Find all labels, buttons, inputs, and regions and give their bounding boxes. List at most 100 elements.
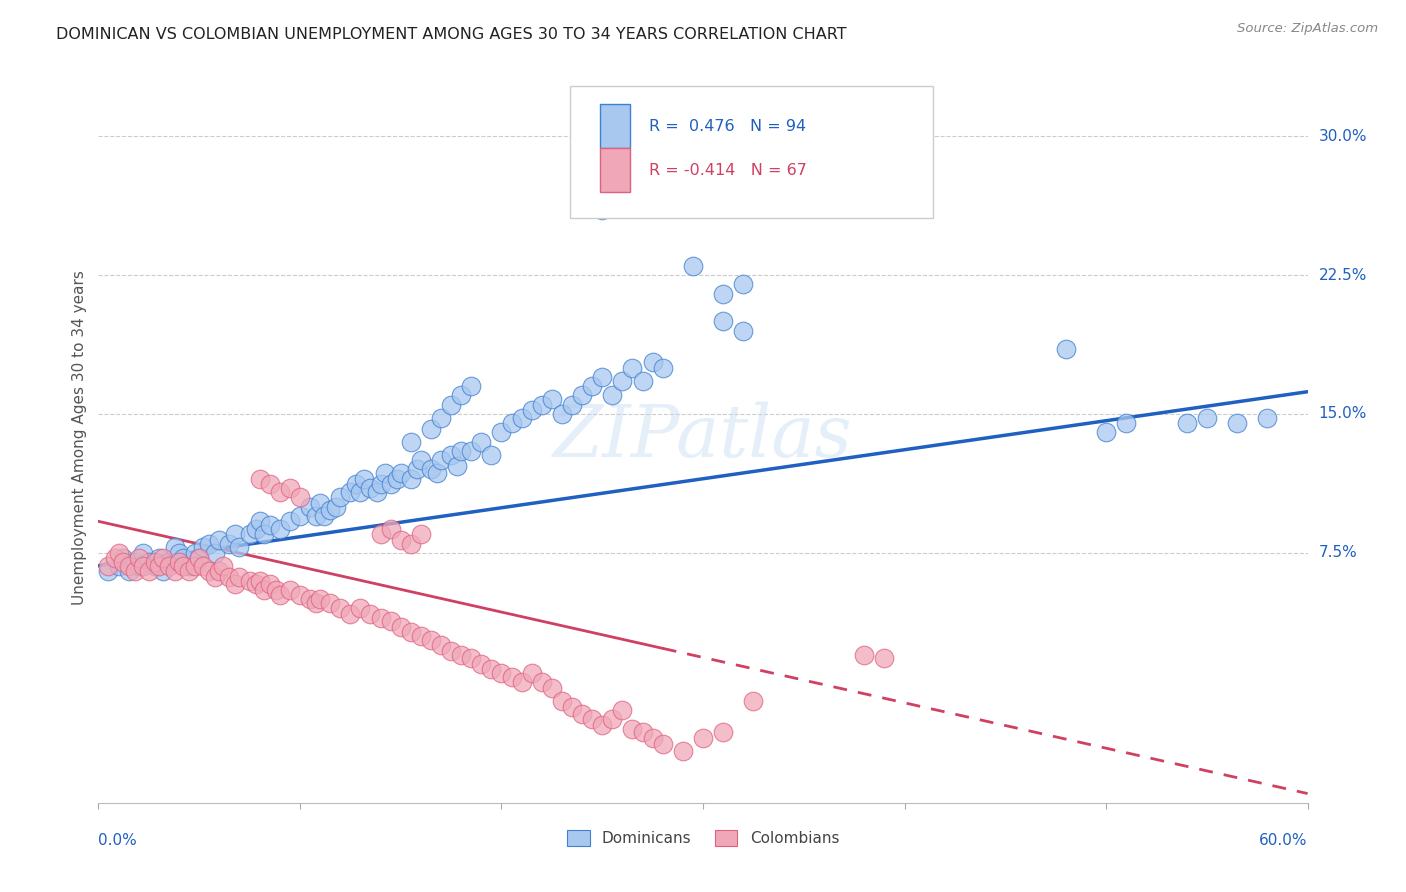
Point: [591, 203, 613, 218]
Point: [97, 558, 120, 573]
Point: [520, 666, 543, 681]
Point: [1115, 416, 1137, 430]
Point: [374, 466, 396, 480]
Point: [184, 558, 207, 573]
Point: [148, 551, 170, 566]
Point: [167, 546, 190, 560]
Point: [138, 555, 160, 569]
Point: [641, 355, 664, 369]
Point: [873, 651, 896, 665]
Point: [481, 448, 503, 462]
Point: [259, 518, 281, 533]
Point: [460, 379, 482, 393]
Point: [179, 558, 201, 573]
Point: [440, 448, 463, 462]
Point: [399, 434, 422, 449]
FancyBboxPatch shape: [600, 104, 630, 148]
Point: [193, 541, 215, 555]
Point: [602, 713, 624, 727]
Point: [581, 379, 603, 393]
Point: [278, 582, 301, 597]
Point: [1226, 416, 1249, 430]
Point: [631, 725, 654, 739]
Point: [370, 477, 392, 491]
Point: [460, 444, 482, 458]
Point: [349, 601, 371, 615]
Point: [742, 694, 765, 708]
Text: 15.0%: 15.0%: [1319, 407, 1367, 421]
Point: [193, 558, 215, 573]
Point: [172, 558, 194, 573]
Point: [612, 374, 634, 388]
Point: [339, 607, 361, 621]
Point: [450, 648, 472, 662]
Point: [288, 490, 311, 504]
Point: [172, 551, 194, 566]
Point: [299, 592, 322, 607]
Point: [309, 592, 332, 607]
Point: [711, 314, 734, 328]
Point: [253, 527, 276, 541]
Point: [163, 565, 186, 579]
Point: [420, 462, 443, 476]
Point: [389, 620, 412, 634]
Point: [329, 601, 352, 615]
Text: 7.5%: 7.5%: [1319, 545, 1357, 560]
Point: [224, 577, 246, 591]
Point: [581, 713, 603, 727]
Point: [218, 570, 240, 584]
Point: [440, 398, 463, 412]
Point: [1054, 342, 1077, 356]
Point: [440, 644, 463, 658]
Point: [491, 666, 513, 681]
Point: [510, 410, 533, 425]
Point: [325, 500, 347, 514]
Point: [641, 731, 664, 745]
Point: [561, 398, 583, 412]
Point: [148, 558, 170, 573]
Point: [228, 541, 250, 555]
Point: [118, 565, 141, 579]
Text: ZIPatlas: ZIPatlas: [553, 401, 853, 473]
Point: [1256, 410, 1278, 425]
Point: [430, 453, 453, 467]
Point: [305, 596, 328, 610]
Point: [204, 546, 226, 560]
Point: [380, 477, 402, 491]
Point: [107, 546, 129, 560]
Point: [212, 558, 235, 573]
Point: [370, 527, 392, 541]
Point: [651, 360, 673, 375]
Point: [269, 484, 291, 499]
Point: [167, 555, 190, 569]
Point: [711, 725, 734, 739]
Point: [188, 551, 211, 566]
Text: DOMINICAN VS COLOMBIAN UNEMPLOYMENT AMONG AGES 30 TO 34 YEARS CORRELATION CHART: DOMINICAN VS COLOMBIAN UNEMPLOYMENT AMON…: [56, 27, 846, 42]
Point: [224, 527, 246, 541]
Point: [264, 582, 287, 597]
Point: [530, 675, 553, 690]
Point: [446, 458, 468, 473]
Point: [692, 731, 714, 745]
Point: [501, 670, 523, 684]
Point: [420, 632, 443, 647]
Point: [138, 565, 160, 579]
Point: [450, 444, 472, 458]
Point: [128, 558, 150, 573]
Point: [540, 681, 562, 695]
Point: [208, 533, 231, 547]
Point: [571, 388, 593, 402]
Point: [380, 522, 402, 536]
Point: [111, 555, 134, 569]
Point: [118, 558, 141, 573]
Point: [360, 481, 382, 495]
Legend: Dominicans, Colombians: Dominicans, Colombians: [560, 822, 846, 854]
Point: [163, 541, 186, 555]
Point: [420, 422, 443, 436]
Point: [278, 481, 301, 495]
Point: [269, 522, 291, 536]
Point: [157, 555, 180, 569]
Point: [188, 551, 211, 566]
Point: [314, 508, 336, 523]
Point: [591, 370, 613, 384]
